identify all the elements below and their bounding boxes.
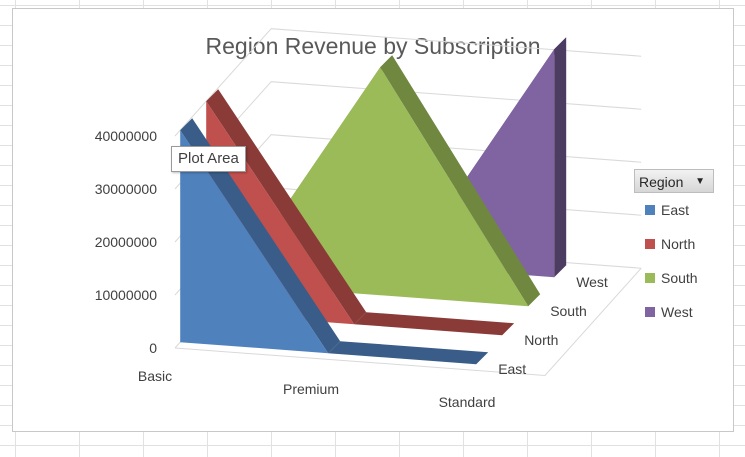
chart-title[interactable]: Region Revenue by Subscription: [205, 33, 541, 59]
y-tick-label: 40000000: [95, 128, 158, 144]
area-top-face: [206, 89, 367, 325]
y-tick-label: 30000000: [95, 181, 158, 197]
legend-label: South: [661, 270, 698, 286]
area-top-face: [380, 55, 541, 307]
x-category-label: Premium: [283, 381, 339, 397]
legend-item-west[interactable]: West: [634, 295, 724, 329]
legend-item-south[interactable]: South: [634, 261, 724, 295]
depth-axis-label: West: [576, 274, 608, 290]
region-filter-button[interactable]: Region ▼: [634, 169, 714, 193]
x-category-label: Standard: [439, 394, 496, 410]
depth-axis-label: East: [498, 361, 526, 377]
gridline: [174, 28, 642, 137]
legend-items: East North South West: [634, 193, 724, 329]
area-end-face: [554, 37, 567, 278]
chart-area[interactable]: Region Revenue by Subscription: [12, 8, 734, 432]
legend-swatch: [645, 239, 655, 249]
depth-axis-label: North: [524, 332, 558, 348]
legend: Region ▼ East North South West: [634, 169, 724, 329]
legend-label: East: [661, 202, 690, 218]
legend-swatch: [645, 307, 655, 317]
plot-area-tooltip: Plot Area: [171, 146, 246, 172]
area-top-face: [354, 312, 515, 336]
area-series-east[interactable]: [180, 130, 477, 365]
legend-swatch: [645, 205, 655, 215]
y-tick-label: 20000000: [95, 234, 158, 250]
legend-item-north[interactable]: North: [634, 227, 724, 261]
legend-item-east[interactable]: East: [634, 193, 724, 227]
floor-edge: [174, 267, 642, 377]
y-tick-label: 0: [149, 340, 157, 356]
chevron-down-icon: ▼: [695, 176, 705, 187]
y-tick-label: 10000000: [95, 287, 158, 303]
area-top-face: [180, 118, 341, 354]
legend-swatch: [645, 273, 655, 283]
region-filter-label: Region: [639, 174, 684, 190]
area-top-face: [328, 341, 489, 365]
depth-axis-label: South: [550, 303, 587, 319]
x-category-label: Basic: [138, 368, 172, 384]
legend-label: North: [661, 236, 696, 252]
legend-label: West: [661, 304, 693, 320]
